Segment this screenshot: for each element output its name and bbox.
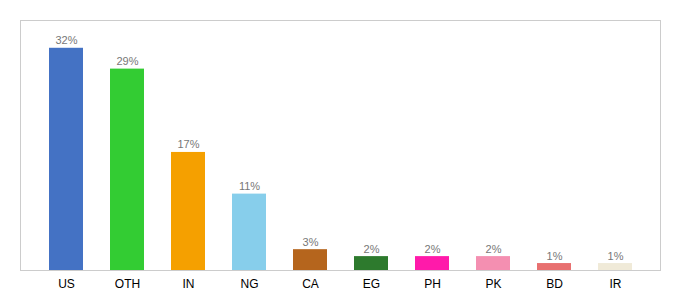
svg-text:US: US	[58, 277, 75, 291]
svg-text:2%: 2%	[364, 243, 380, 255]
svg-text:1%: 1%	[608, 250, 624, 262]
svg-text:PH: PH	[424, 277, 441, 291]
svg-text:OTH: OTH	[115, 277, 140, 291]
svg-text:32%: 32%	[55, 34, 77, 46]
svg-text:EG: EG	[363, 277, 380, 291]
svg-text:IR: IR	[610, 277, 622, 291]
svg-text:1%: 1%	[547, 250, 563, 262]
svg-text:IN: IN	[183, 277, 195, 291]
svg-text:2%: 2%	[486, 243, 502, 255]
svg-text:29%: 29%	[116, 55, 138, 67]
svg-text:2%: 2%	[425, 243, 441, 255]
svg-text:PK: PK	[485, 277, 501, 291]
svg-text:3%: 3%	[303, 236, 319, 248]
svg-text:17%: 17%	[177, 138, 199, 150]
svg-text:BD: BD	[546, 277, 563, 291]
svg-text:CA: CA	[302, 277, 319, 291]
svg-text:11%: 11%	[239, 180, 260, 192]
svg-text:NG: NG	[241, 277, 259, 291]
